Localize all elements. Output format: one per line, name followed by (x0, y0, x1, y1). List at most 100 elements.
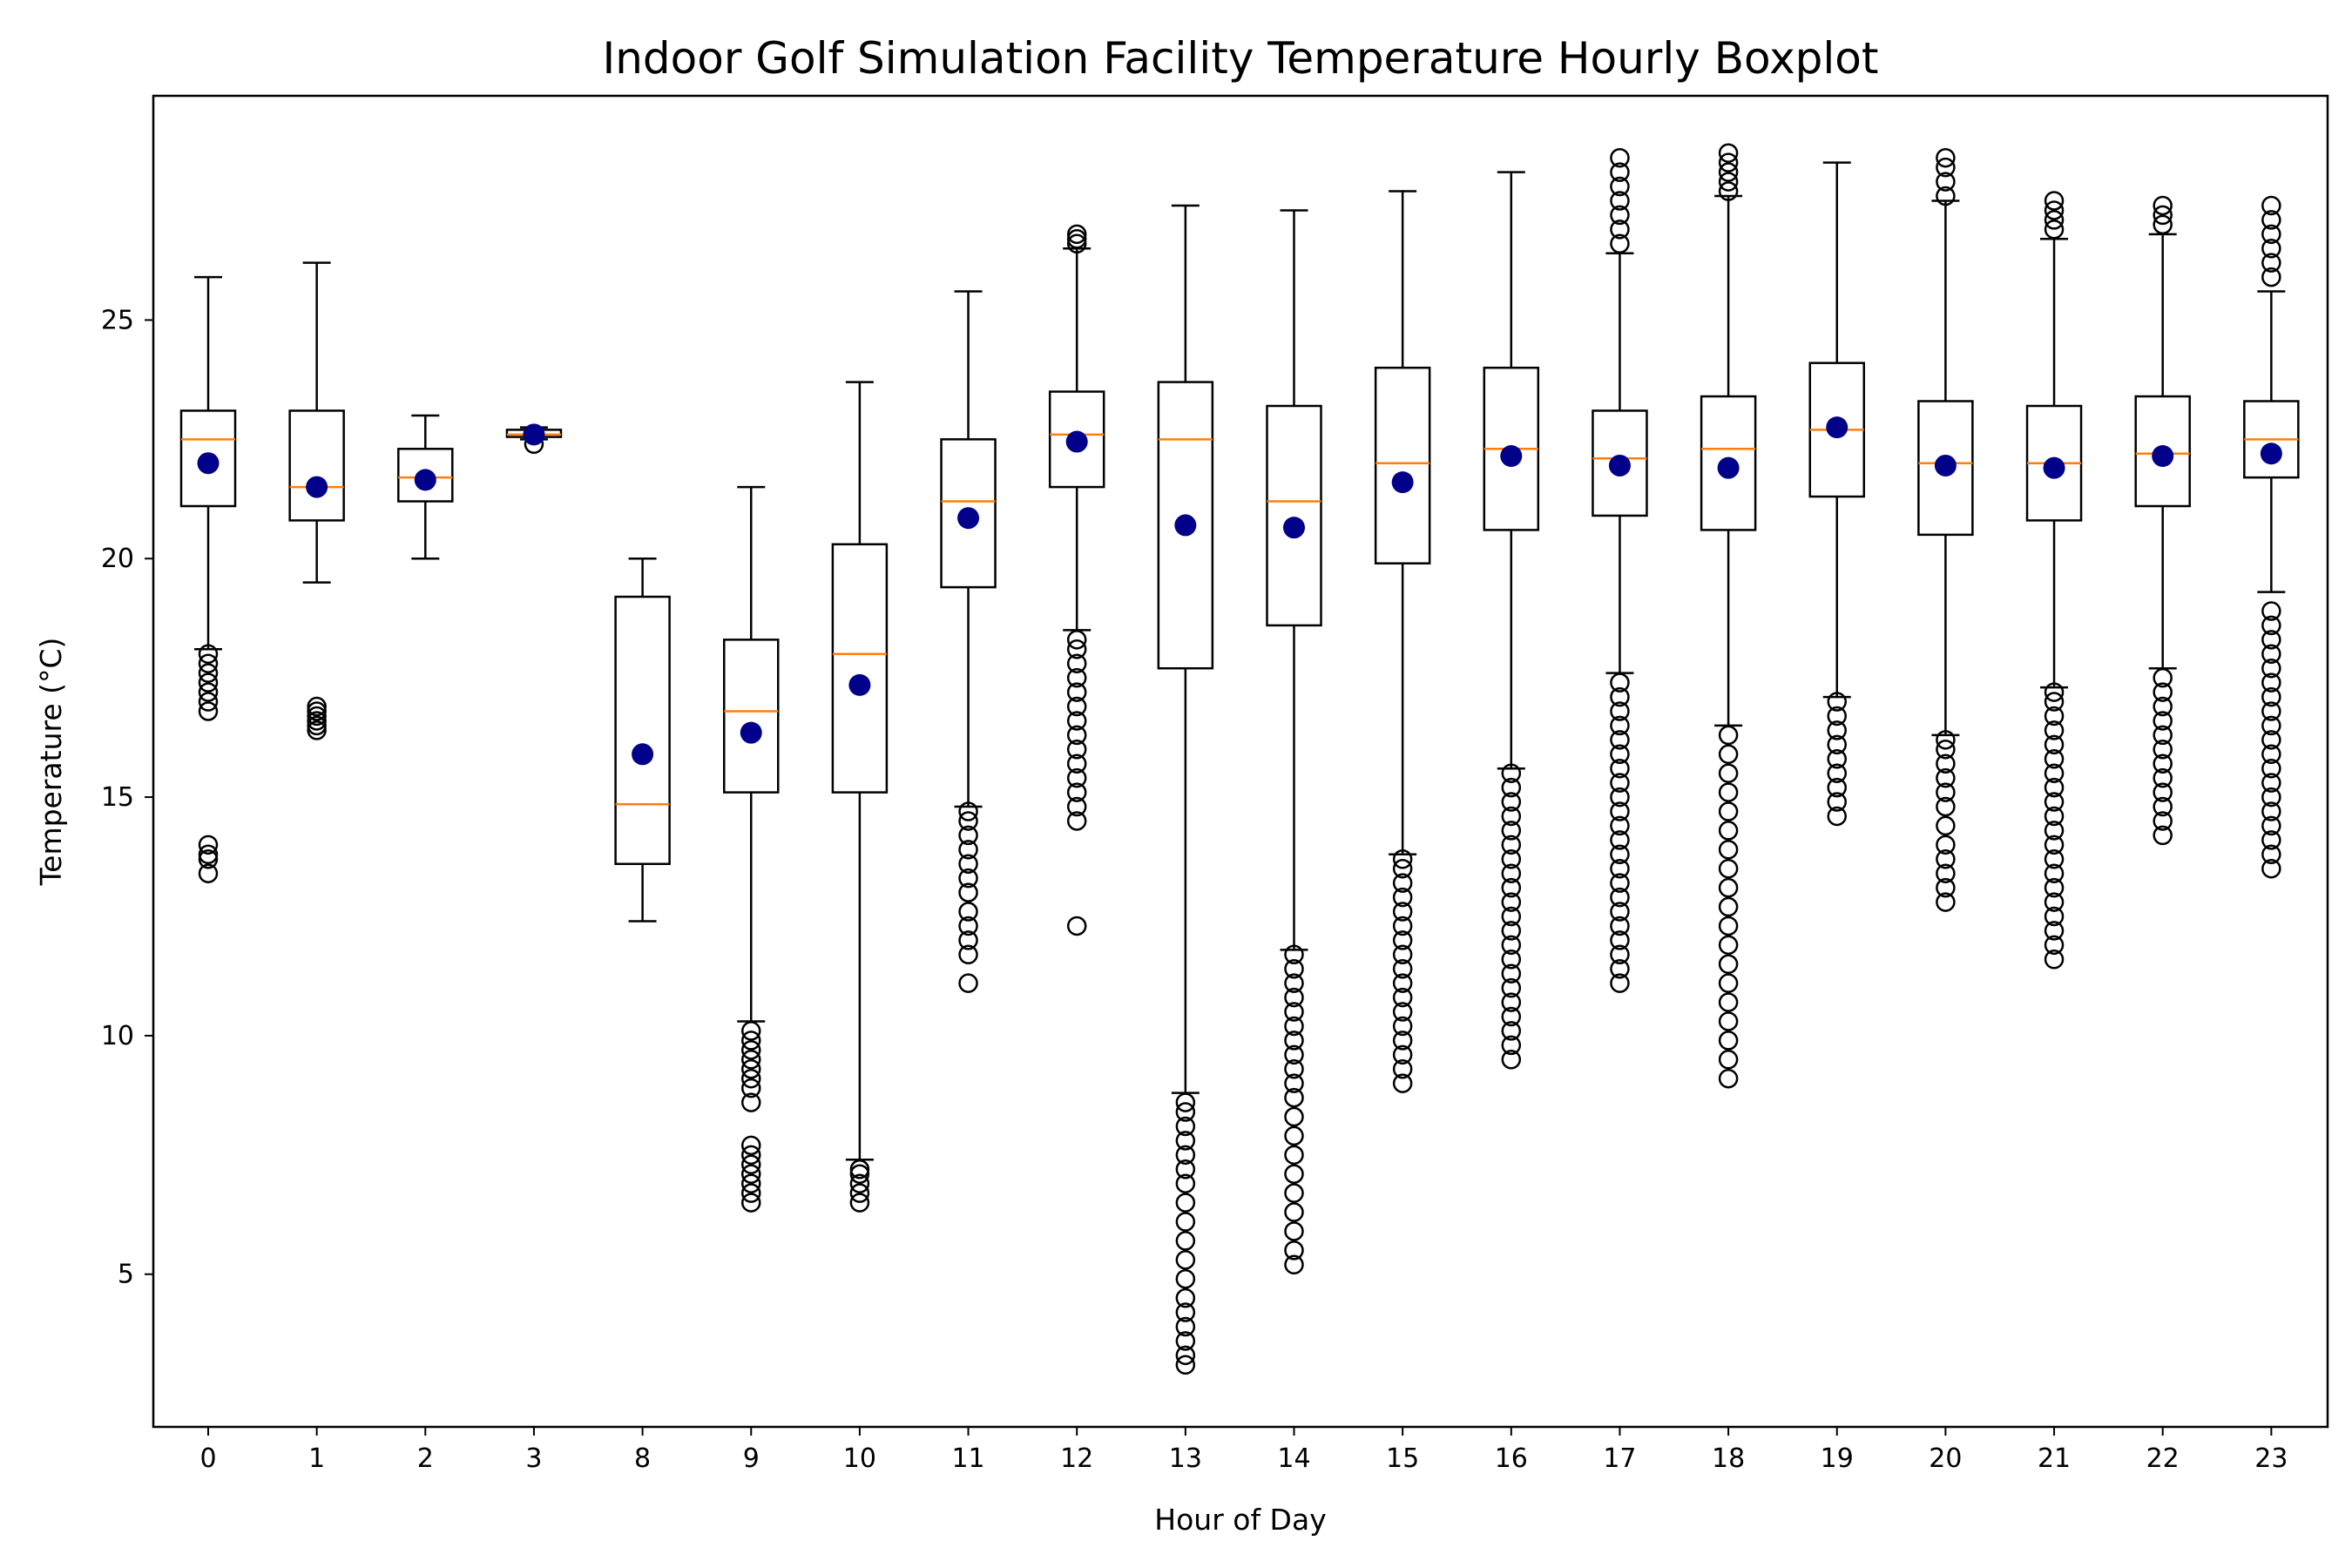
mean-marker (1391, 471, 1414, 494)
mean-marker (1283, 517, 1305, 539)
x-tick-label: 20 (1929, 1443, 1962, 1474)
outlier-point (1501, 1021, 1522, 1041)
outlier-point (198, 701, 219, 721)
outlier-point (2044, 749, 2065, 769)
outlier-point (1610, 686, 1630, 707)
outlier-point (1718, 896, 1739, 917)
outlier-point (1066, 767, 1087, 788)
box-group-hour-8 (614, 557, 671, 923)
outlier-point (1936, 730, 1956, 750)
outlier-point (1501, 977, 1522, 998)
outlier-point (1827, 720, 1847, 740)
mean-marker (1934, 454, 1957, 476)
outlier-point (2261, 253, 2281, 273)
plot-frame (152, 94, 2329, 1429)
outlier-point (1610, 758, 1630, 779)
box (723, 639, 780, 794)
box-group-hour-22 (2134, 195, 2191, 846)
outlier-point (1066, 682, 1087, 702)
box-group-hour-20 (1917, 147, 1974, 912)
outlier-point (2261, 744, 2281, 765)
outlier-point (198, 663, 219, 683)
box-group-hour-15 (1374, 190, 1431, 1093)
outlier-point (1284, 1145, 1304, 1166)
outlier-point (958, 882, 978, 902)
outlier-point (1936, 157, 1956, 178)
box (288, 409, 345, 522)
outlier-point (1501, 892, 1522, 912)
chart-title: Indoor Golf Simulation Facility Temperat… (602, 33, 1878, 84)
outlier-point (1175, 1355, 1196, 1375)
outlier-point (2261, 815, 2281, 836)
x-tick-label: 18 (1712, 1443, 1745, 1474)
box (831, 543, 889, 794)
x-tick-label: 22 (2146, 1443, 2180, 1474)
x-tick-label: 12 (1060, 1443, 1093, 1474)
outlier-point (2153, 754, 2173, 774)
outlier-point (2261, 658, 2281, 679)
outlier-point (2261, 844, 2281, 865)
outlier-point (198, 682, 219, 702)
outlier-point (1175, 1268, 1196, 1289)
outlier-point (2044, 763, 2065, 783)
mean-marker (1608, 454, 1631, 476)
outlier-point (2261, 701, 2281, 721)
x-tick-label: 8 (634, 1443, 651, 1474)
x-tick-label: 1 (308, 1443, 325, 1474)
mean-marker (1174, 514, 1197, 537)
outlier-point (198, 849, 219, 869)
outlier-point (1066, 811, 1087, 831)
outlier-point (1066, 754, 1087, 774)
mean-marker (2152, 444, 2174, 467)
outlier-point (1175, 1302, 1196, 1322)
outlier-point (1501, 950, 1522, 970)
outlier-point (1610, 873, 1630, 893)
outlier-point (1066, 782, 1087, 802)
outlier-point (1175, 1159, 1196, 1179)
outlier-point (958, 854, 978, 874)
outlier-point (1501, 877, 1522, 898)
mean-marker (523, 423, 545, 446)
box-group-hour-17 (1592, 147, 1648, 993)
outlier-point (1718, 1050, 1739, 1070)
outlier-point (741, 1050, 761, 1070)
outlier-point (1718, 143, 1739, 163)
axes: 0 1 2 3 8 9 10 11 12 13 14 15 16 17 18 19 20 21 22 23510152… (101, 305, 2288, 1474)
y-axis-label: Temperature (°C) (34, 638, 68, 887)
outlier-point (1610, 715, 1630, 736)
x-tick-label: 21 (2038, 1443, 2071, 1474)
box-group-hour-2 (397, 414, 454, 560)
box-group-hour-16 (1483, 171, 1540, 1070)
outlier-point (1066, 630, 1087, 650)
outlier-point (1718, 152, 1739, 172)
outlier-point (2153, 214, 2173, 235)
outlier-point (1936, 754, 1956, 774)
outlier-point (741, 1040, 761, 1060)
outlier-point (1501, 849, 1522, 869)
outlier-point (2261, 224, 2281, 245)
outlier-point (1066, 233, 1087, 254)
outlier-point (2261, 758, 2281, 779)
outlier-point (1718, 840, 1739, 860)
mean-marker (197, 452, 220, 475)
outlier-point (2044, 906, 2065, 927)
outlier-point (958, 801, 978, 821)
outlier-point (1610, 830, 1630, 850)
outlier-point (958, 825, 978, 846)
x-tick-label: 23 (2254, 1443, 2288, 1474)
outlier-point (1936, 849, 1956, 869)
box-group-hour-9 (723, 485, 780, 1213)
outlier-point (1718, 877, 1739, 898)
outlier-point (1066, 796, 1087, 817)
outlier-point (2153, 696, 2173, 717)
outlier-point (2261, 773, 2281, 793)
outlier-point (1175, 1116, 1196, 1137)
outlier-point (1936, 877, 1956, 898)
outlier-point (849, 1159, 870, 1179)
x-tick-label: 13 (1169, 1443, 1202, 1474)
outlier-point (1827, 792, 1847, 812)
outlier-point (2261, 801, 2281, 821)
outlier-point (1392, 849, 1413, 869)
outlier-point (958, 973, 978, 993)
outlier-point (1175, 1193, 1196, 1213)
